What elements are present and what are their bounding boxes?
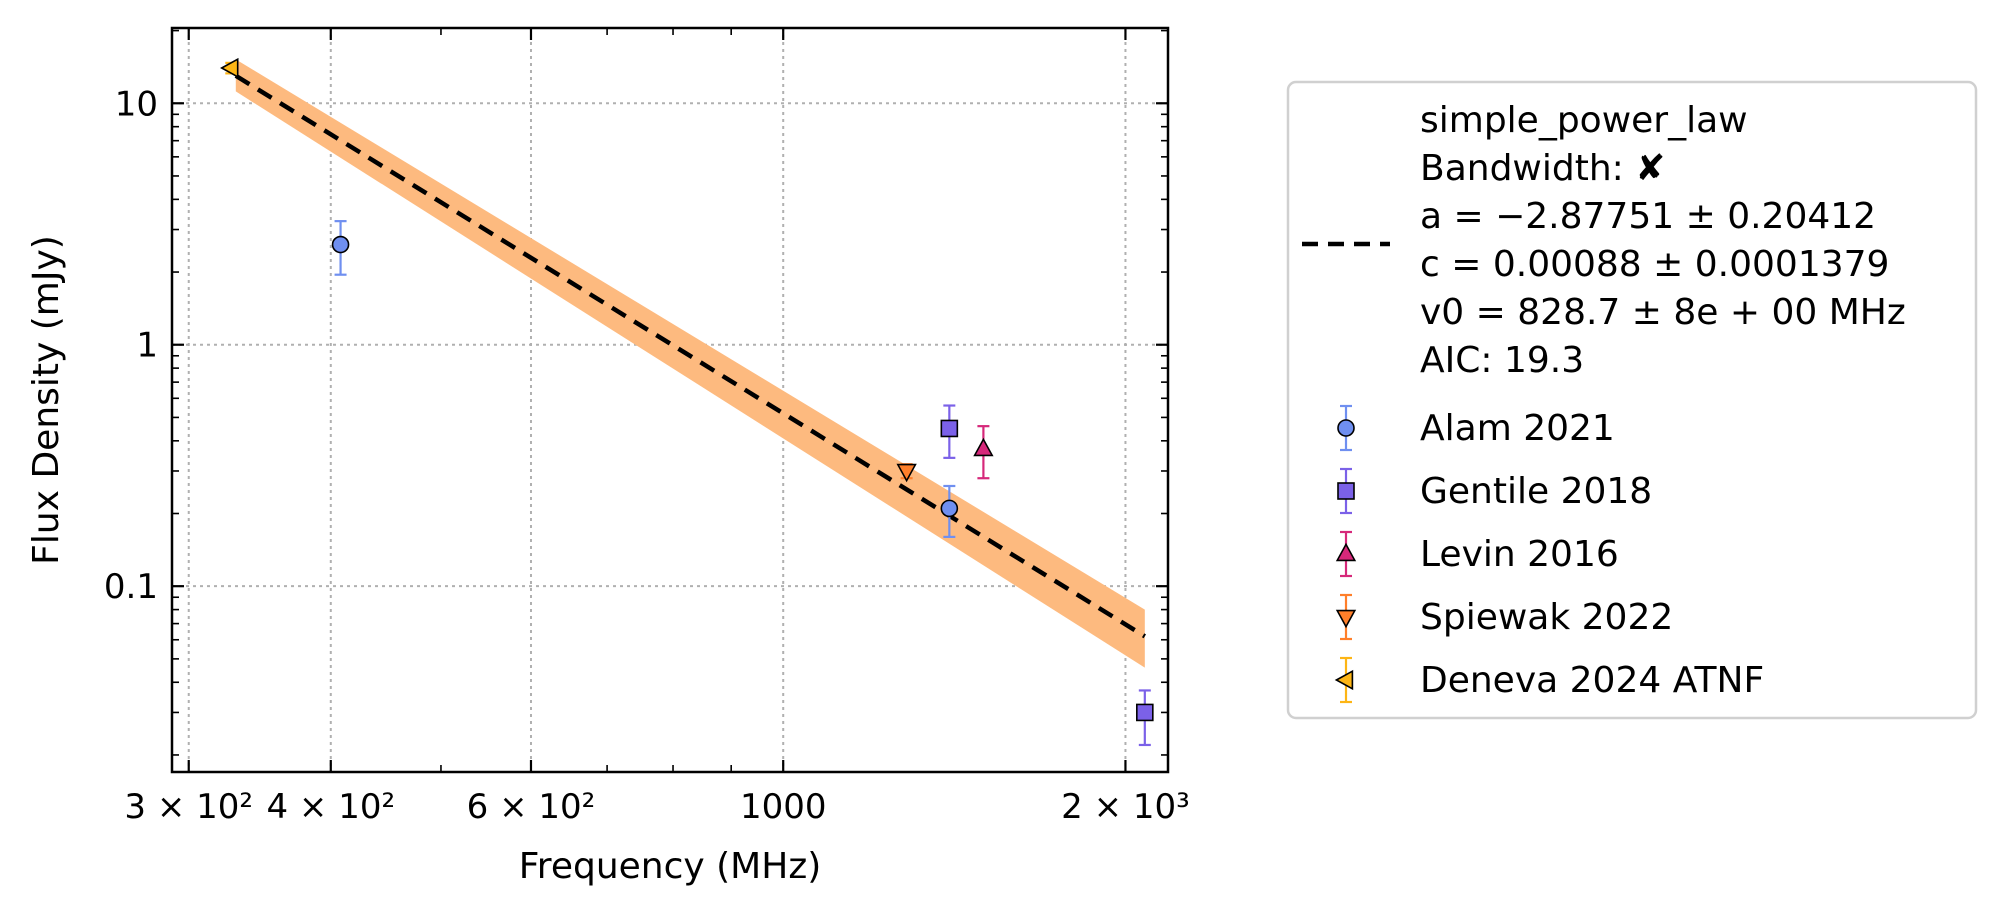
- legend-marker: [1337, 482, 1355, 500]
- data-point: [896, 463, 917, 483]
- data-point: [331, 235, 350, 254]
- legend-fit-line: Bandwidth: ✘: [1420, 148, 1665, 189]
- tick-labels: 3 × 10² 4 × 10² 6 × 10² 1000 2 × 10³ 0.1 1 10: [104, 84, 1190, 827]
- legend-label: Spiewak 2022: [1420, 597, 1673, 638]
- legend-box: [1286, 80, 1978, 720]
- data-point: [973, 437, 994, 457]
- y-tick-label: 1: [136, 326, 158, 366]
- legend: simple_power_law Bandwidth: ✘ a = −2.87751…: [1286, 80, 1978, 720]
- fit-line: [234, 73, 1146, 639]
- legend-fit-line: a = −2.87751 ± 0.20412: [1420, 196, 1876, 237]
- legend-label: Deneva 2024 ATNF: [1420, 660, 1764, 701]
- y-tick-label: 10: [115, 84, 158, 124]
- legend-fit-line: AIC: 19.3: [1420, 340, 1584, 381]
- x-tick-label: 2 × 10³: [1061, 787, 1190, 827]
- plot-frame: [170, 26, 1170, 774]
- legend-marker: [1335, 542, 1357, 562]
- x-tick-label: 4 × 10²: [266, 787, 395, 827]
- legend-fit-line: c = 0.00088 ± 0.0001379: [1420, 244, 1889, 285]
- legend-fit-line: v0 = 828.7 ± 8e + 00 MHz: [1420, 292, 1906, 333]
- legend-entry: Deneva 2024 ATNF: [1334, 656, 1764, 704]
- legend-label: Alam 2021: [1420, 408, 1615, 449]
- legend-entry: Gentile 2018: [1337, 467, 1652, 515]
- fit-line-path: [234, 73, 1146, 639]
- y-axis-title: Flux Density (mJy): [26, 235, 67, 565]
- x-tick-label: 1000: [740, 787, 827, 827]
- legend-fit-line: simple_power_law: [1420, 100, 1748, 141]
- legend-entry: Levin 2016: [1335, 530, 1619, 578]
- axis-ticks: [172, 28, 1168, 772]
- data-points: [220, 57, 1154, 747]
- legend-marker: [1334, 669, 1354, 691]
- y-tick-label: 0.1: [104, 567, 158, 607]
- fit-band: [235, 59, 1145, 668]
- legend-marker: [1337, 419, 1355, 437]
- data-point: [940, 419, 959, 438]
- legend-label: Gentile 2018: [1420, 471, 1652, 512]
- legend-entry: Spiewak 2022: [1335, 593, 1673, 641]
- data-point: [1136, 703, 1154, 722]
- legend-entry: Alam 2021: [1337, 404, 1615, 452]
- fit-uncertainty-band: [235, 59, 1145, 668]
- legend-label: Levin 2016: [1420, 534, 1619, 575]
- x-axis-title: Frequency (MHz): [519, 846, 822, 887]
- data-point: [940, 499, 959, 518]
- data-point: [220, 57, 239, 79]
- x-tick-label: 3 × 10²: [124, 787, 253, 827]
- x-tick-label: 6 × 10²: [467, 787, 596, 827]
- legend-marker: [1335, 609, 1357, 629]
